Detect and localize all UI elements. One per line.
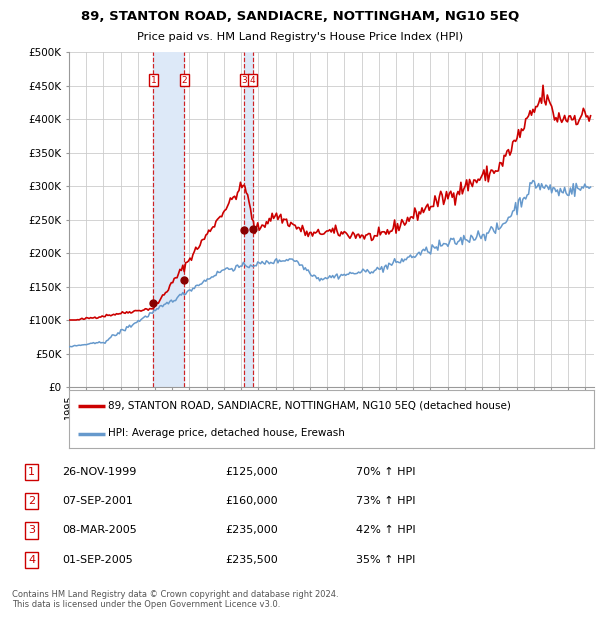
Text: £160,000: £160,000 xyxy=(226,496,278,506)
Text: £235,000: £235,000 xyxy=(226,526,278,536)
Text: 73% ↑ HPI: 73% ↑ HPI xyxy=(356,496,416,506)
Text: 07-SEP-2001: 07-SEP-2001 xyxy=(62,496,133,506)
Text: 4: 4 xyxy=(250,76,256,85)
Text: 4: 4 xyxy=(28,555,35,565)
Text: HPI: Average price, detached house, Erewash: HPI: Average price, detached house, Erew… xyxy=(109,428,345,438)
Text: 08-MAR-2005: 08-MAR-2005 xyxy=(62,526,137,536)
Text: 3: 3 xyxy=(242,76,247,85)
Text: 01-SEP-2005: 01-SEP-2005 xyxy=(62,555,133,565)
Bar xyxy=(244,52,253,387)
Text: 42% ↑ HPI: 42% ↑ HPI xyxy=(356,526,416,536)
Text: 89, STANTON ROAD, SANDIACRE, NOTTINGHAM, NG10 5EQ (detached house): 89, STANTON ROAD, SANDIACRE, NOTTINGHAM,… xyxy=(109,401,511,410)
Text: Price paid vs. HM Land Registry's House Price Index (HPI): Price paid vs. HM Land Registry's House … xyxy=(137,32,463,42)
Text: Contains HM Land Registry data © Crown copyright and database right 2024.
This d: Contains HM Land Registry data © Crown c… xyxy=(12,590,338,609)
Bar xyxy=(154,52,184,387)
Text: 70% ↑ HPI: 70% ↑ HPI xyxy=(356,467,416,477)
Text: 1: 1 xyxy=(151,76,156,85)
Text: 3: 3 xyxy=(28,526,35,536)
Text: 35% ↑ HPI: 35% ↑ HPI xyxy=(356,555,416,565)
Text: 89, STANTON ROAD, SANDIACRE, NOTTINGHAM, NG10 5EQ: 89, STANTON ROAD, SANDIACRE, NOTTINGHAM,… xyxy=(81,11,519,24)
Text: 26-NOV-1999: 26-NOV-1999 xyxy=(62,467,137,477)
Text: £235,500: £235,500 xyxy=(226,555,278,565)
Text: £125,000: £125,000 xyxy=(226,467,278,477)
Text: 2: 2 xyxy=(28,496,35,506)
Text: 2: 2 xyxy=(181,76,187,85)
Text: 1: 1 xyxy=(28,467,35,477)
